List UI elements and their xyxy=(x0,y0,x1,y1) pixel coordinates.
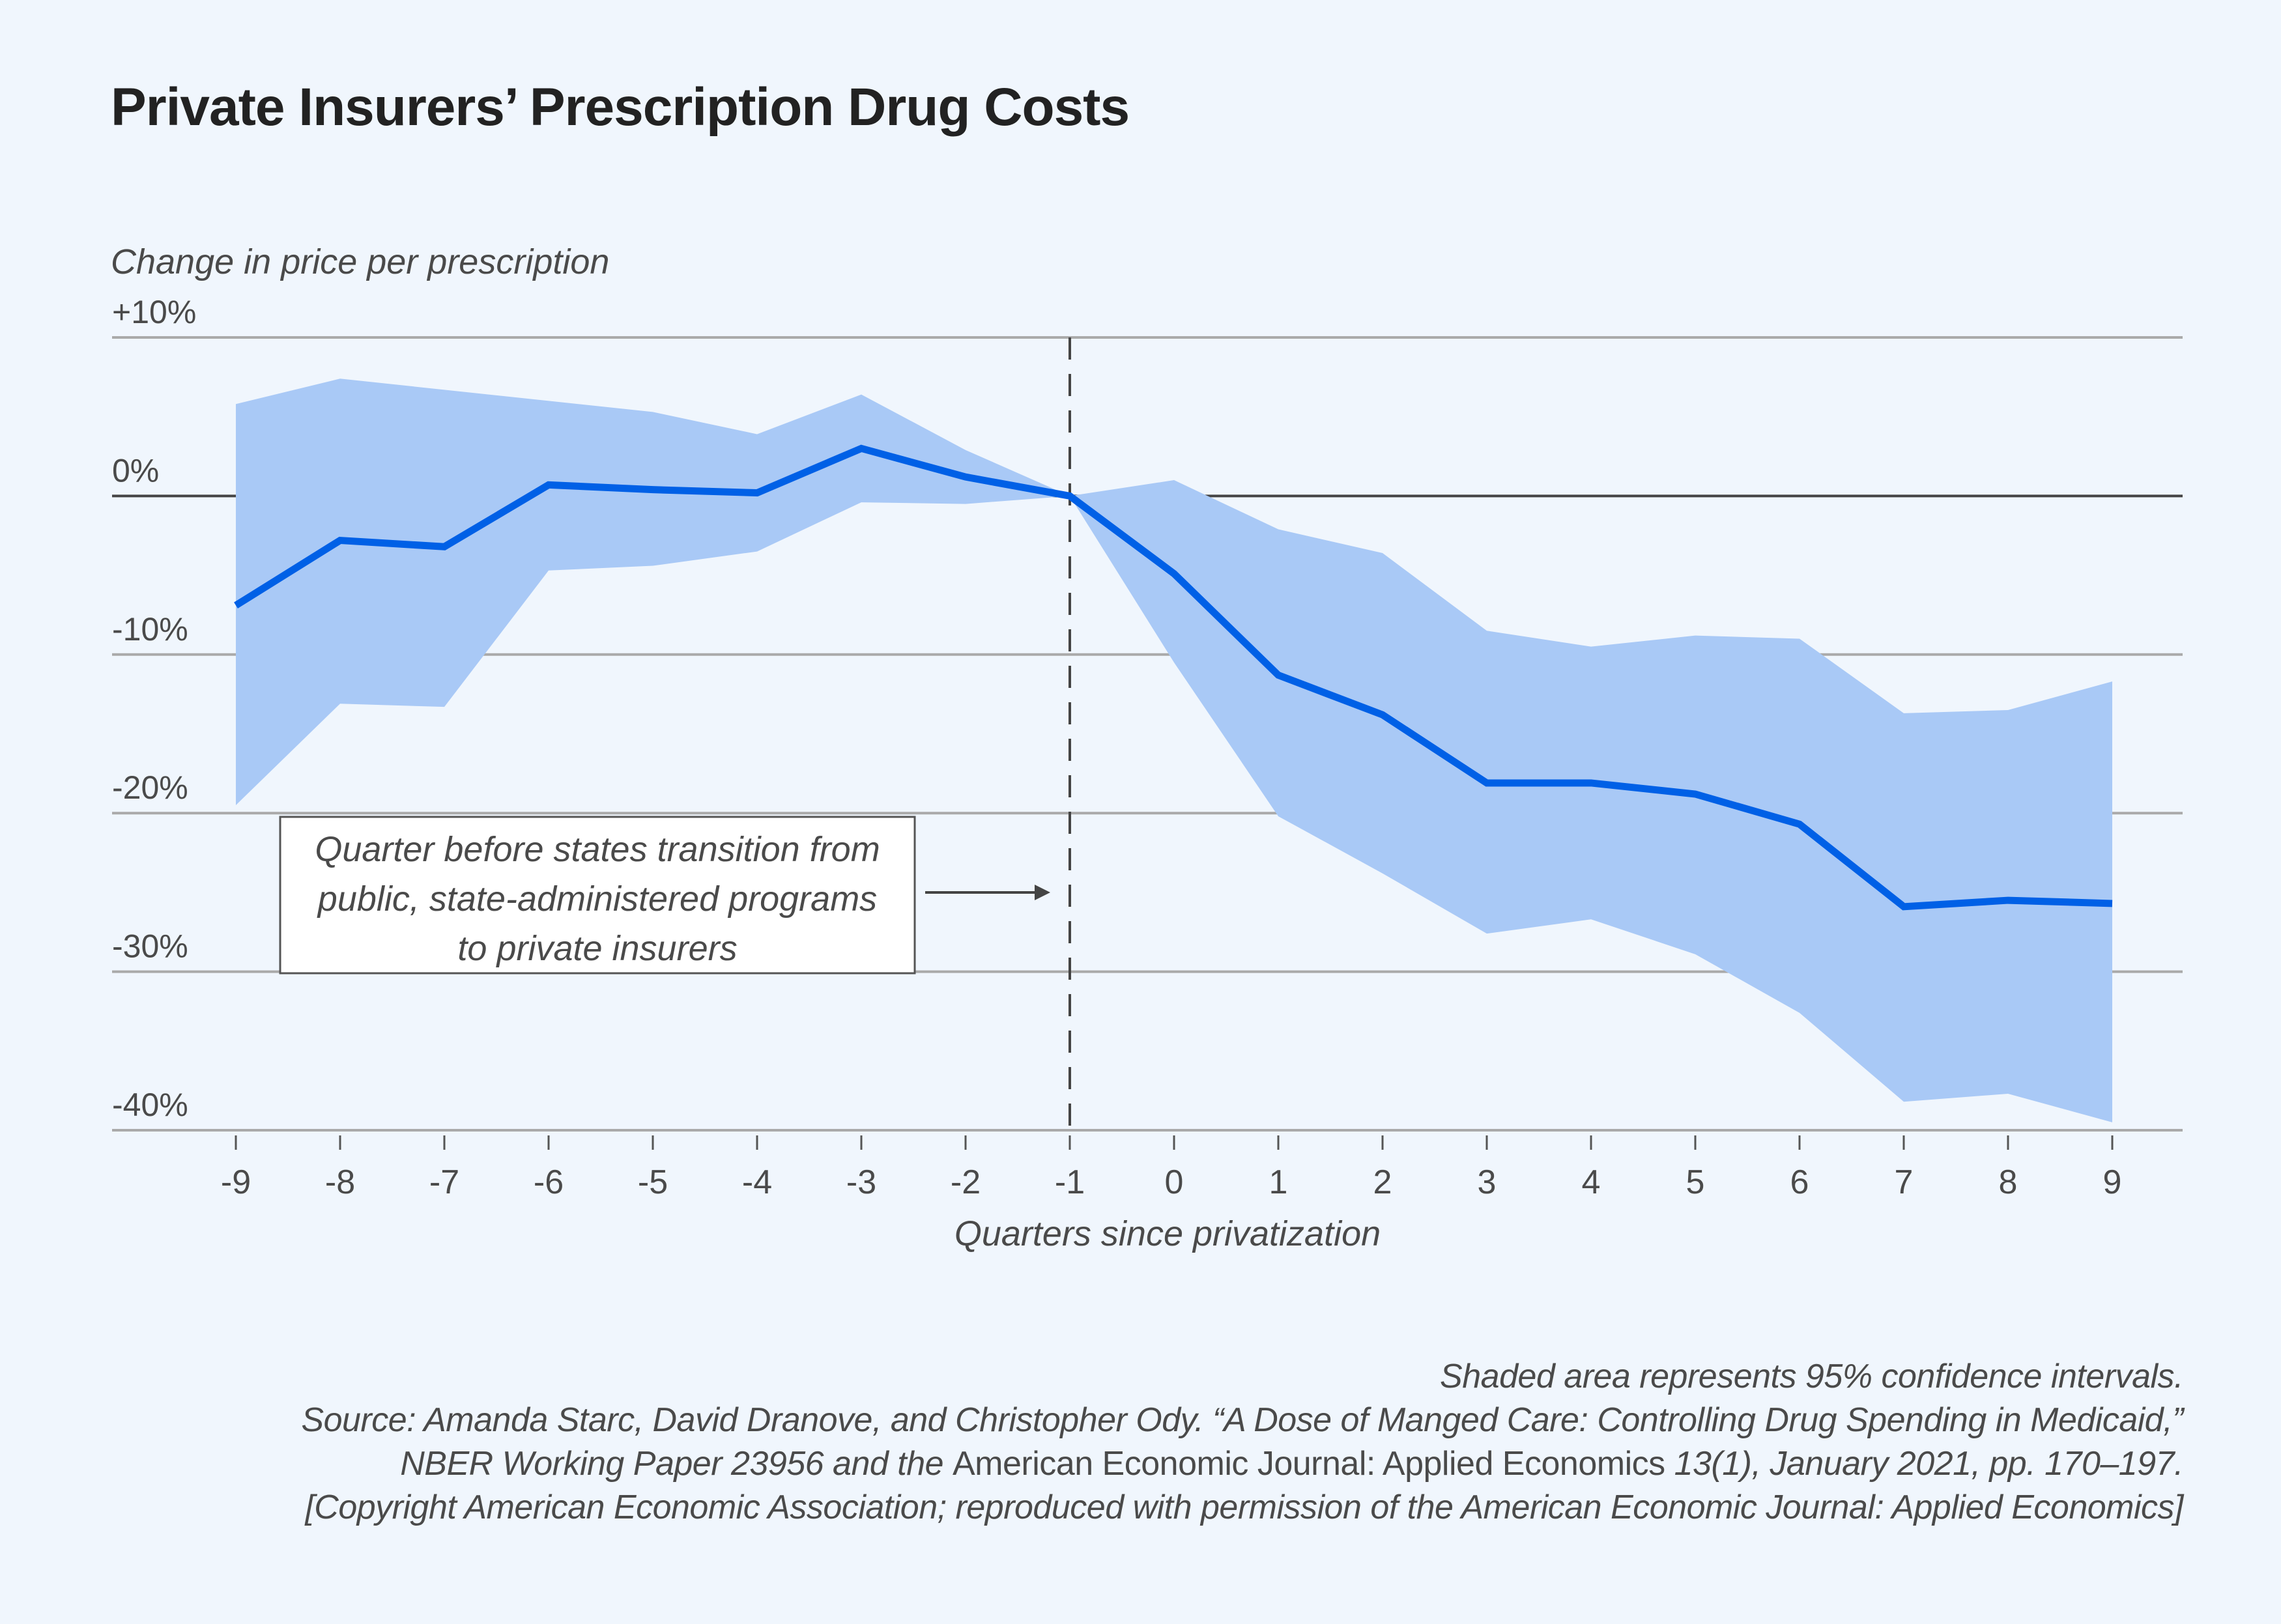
chart-title: Private Insurers’ Prescription Drug Cost… xyxy=(111,78,1130,137)
arrow-head-icon xyxy=(1035,885,1050,900)
footer: Shaded area represents 95% confidence in… xyxy=(301,1355,2183,1530)
y-axis-label: Change in price per prescription xyxy=(111,242,609,281)
footer-source-line-1: Source: Amanda Starc, David Dranove, and… xyxy=(301,1401,2183,1439)
annotation-box xyxy=(279,816,916,975)
x-axis-label: Quarters since privatization xyxy=(954,1214,1381,1253)
x-tick-label: -3 xyxy=(846,1163,876,1201)
x-tick-label: 4 xyxy=(1582,1163,1601,1201)
x-tick-label: 7 xyxy=(1895,1163,1914,1201)
x-tick-label: 6 xyxy=(1790,1163,1809,1201)
series-line-layer xyxy=(234,444,2113,911)
footer-source-2a: NBER Working Paper 23956 and the xyxy=(400,1445,953,1483)
x-tick-label: 1 xyxy=(1269,1163,1288,1201)
y-tick-label: -30% xyxy=(112,928,188,965)
x-tick-label: -5 xyxy=(638,1163,668,1201)
confidence-band xyxy=(236,378,2112,1122)
x-tick-label: 2 xyxy=(1373,1163,1392,1201)
x-tick-label: -2 xyxy=(951,1163,981,1201)
footer-note: Shaded area represents 95% confidence in… xyxy=(1440,1358,2183,1395)
y-tick-label: -20% xyxy=(112,769,188,806)
y-tick-label: -10% xyxy=(112,611,188,648)
x-tick-label: 0 xyxy=(1165,1163,1184,1201)
x-tick-label: 8 xyxy=(1999,1163,2018,1201)
x-tick-label: -7 xyxy=(429,1163,459,1201)
x-tick-label: -9 xyxy=(221,1163,251,1201)
y-tick-label: +10% xyxy=(112,294,196,330)
annotation-line-3: to private insurers xyxy=(457,929,737,968)
x-tick-label: -6 xyxy=(534,1163,564,1201)
chart: Change in price per prescription +10% 0% -… xyxy=(111,242,2183,1253)
footer-source-2c: 13(1), January 2021, pp. 170–197. xyxy=(1665,1445,2184,1483)
y-tick-label: -40% xyxy=(112,1087,188,1123)
x-tick-label: 3 xyxy=(1478,1163,1497,1201)
x-ticks: -9 -8 -7 -6 -5 -4 -3 -2 -1 0 1 2 3 4 5 6 7 8 9 xyxy=(221,1135,2122,1201)
x-tick-label: 5 xyxy=(1686,1163,1705,1201)
footer-source-line-2: NBER Working Paper 23956 and the America… xyxy=(301,1442,2183,1486)
x-tick-label: -1 xyxy=(1055,1163,1085,1201)
footer-journal-name: American Economic Journal: Applied Econo… xyxy=(952,1445,1665,1483)
y-tick-label: 0% xyxy=(112,452,159,489)
footer-copyright: [Copyright American Economic Association… xyxy=(305,1489,2183,1526)
confidence-band-layer xyxy=(236,378,2112,1122)
x-tick-label: -4 xyxy=(742,1163,772,1201)
x-tick-label: -8 xyxy=(325,1163,355,1201)
x-tick-label: 9 xyxy=(2103,1163,2122,1201)
annotation-line-2: public, state-administered programs xyxy=(317,879,877,919)
annotation: Quarter before states transition from pu… xyxy=(279,816,1050,975)
annotation-line-1: Quarter before states transition from xyxy=(315,830,880,869)
